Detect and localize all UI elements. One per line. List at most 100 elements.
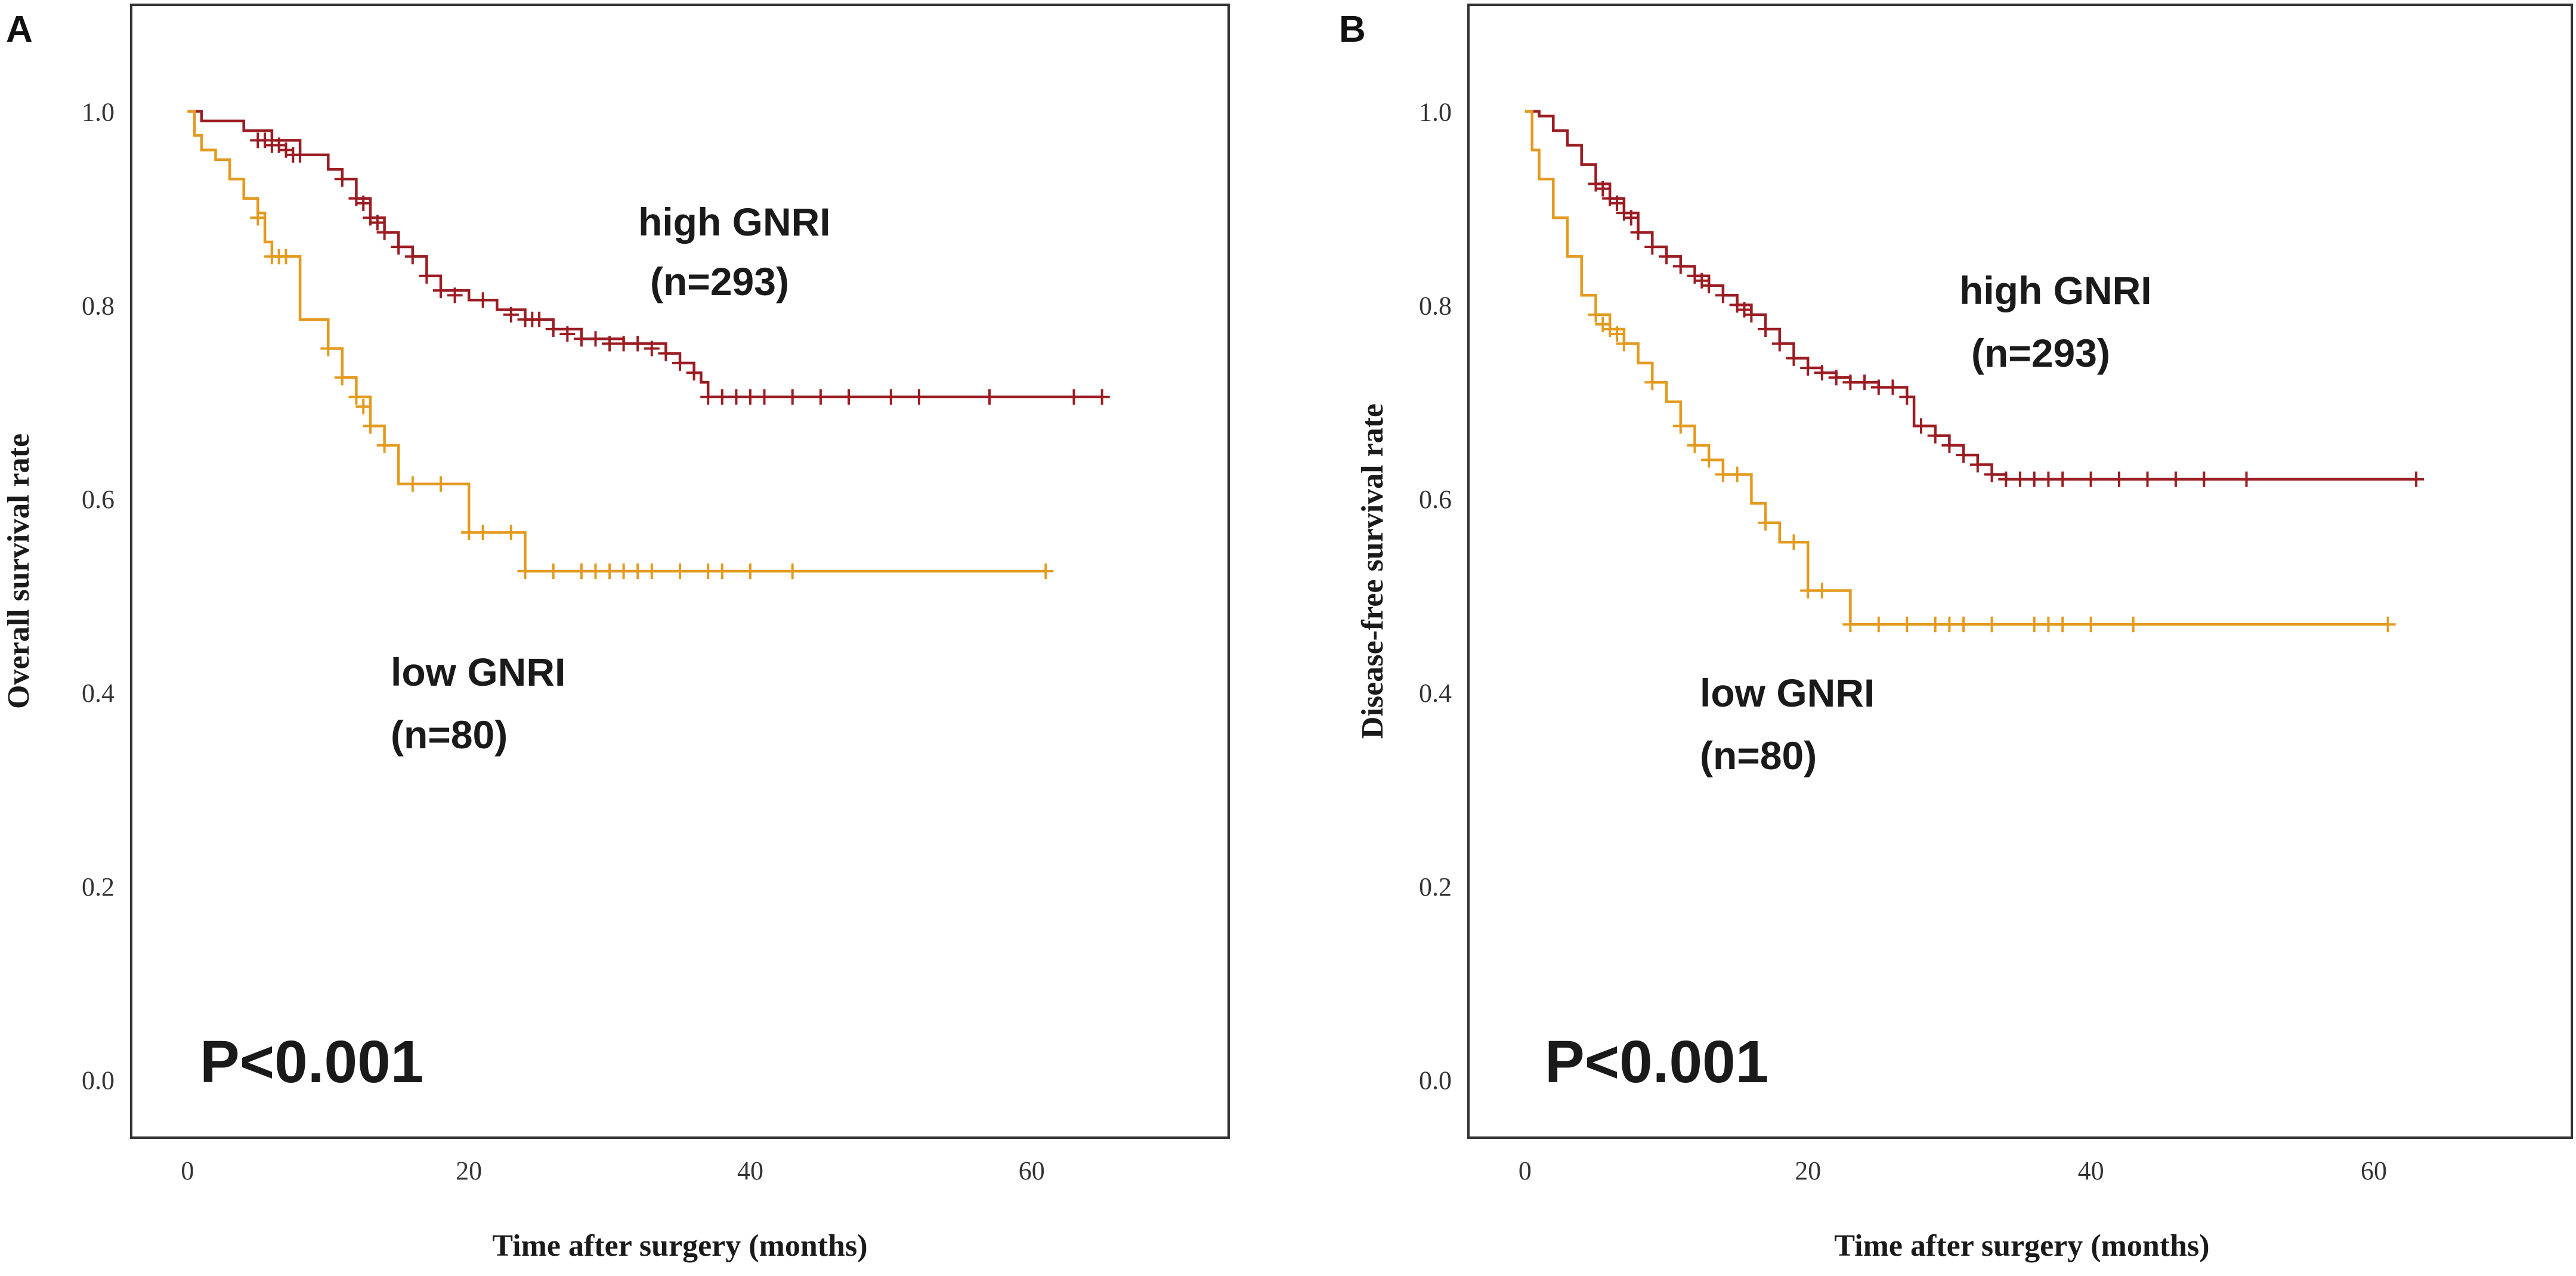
high-censor-mark-b-39 <box>2083 471 2099 487</box>
high-censor-mark-b-33 <box>1984 466 2000 482</box>
high-gnri-n-b: (n=293) <box>1971 331 2110 375</box>
high-censor-mark-a-43 <box>911 389 927 405</box>
high-gnri-n-a: (n=293) <box>650 259 789 303</box>
low-censor-mark-b-18 <box>1927 617 1943 633</box>
high-censor-mark-a-36 <box>728 389 744 405</box>
low-censor-mark-b-9 <box>1715 466 1731 482</box>
low-censor-mark-b-24 <box>2055 617 2071 633</box>
high-censor-mark-a-33 <box>686 365 702 381</box>
y-tick-label-a-5: 1.0 <box>82 98 115 127</box>
low-censor-mark-a-11 <box>433 476 449 492</box>
high-censor-mark-b-3 <box>1609 195 1625 211</box>
high-censor-mark-b-44 <box>2238 471 2255 487</box>
low-censor-mark-b-25 <box>2083 617 2099 633</box>
low-censor-mark-b-5 <box>1644 374 1660 391</box>
low-censor-mark-a-18 <box>587 563 604 579</box>
low-censor-mark-a-25 <box>714 563 730 579</box>
y-axis-label-b: Disease-free survival rate <box>1356 404 1390 739</box>
y-tick-label-b-0: 0.0 <box>1419 1066 1452 1095</box>
y-tick-label-b-5: 1.0 <box>1419 98 1452 127</box>
high-censor-mark-b-31 <box>1956 447 1972 463</box>
p-value-b: P<0.001 <box>1545 1029 1768 1095</box>
low-censor-mark-a-15 <box>517 563 533 579</box>
low-gnri-curve-b <box>1524 110 2388 626</box>
low-censor-mark-a-17 <box>573 563 589 579</box>
low-gnri-curve-a <box>187 110 1046 573</box>
high-censor-mark-a-6 <box>292 147 308 163</box>
x-tick-label-a-2: 40 <box>737 1156 763 1185</box>
low-censor-mark-a-8 <box>363 418 378 434</box>
high-censor-mark-a-26 <box>587 331 604 347</box>
high-censor-mark-a-7 <box>334 171 350 187</box>
high-censor-mark-b-17 <box>1758 321 1774 337</box>
high-censor-mark-a-28 <box>616 336 632 352</box>
p-value-a: P<0.001 <box>200 1029 423 1095</box>
high-censor-mark-b-22 <box>1828 370 1844 386</box>
high-censor-mark-a-15 <box>419 268 435 284</box>
low-gnri-n-b: (n=80) <box>1700 733 1817 778</box>
low-censor-mark-a-7 <box>355 398 372 414</box>
low-censor-mark-b-14 <box>1814 583 1830 599</box>
high-censor-mark-a-34 <box>700 389 716 405</box>
high-censor-mark-b-32 <box>1969 457 1986 473</box>
low-censor-mark-b-12 <box>1786 534 1802 550</box>
y-tick-label-b-3: 0.6 <box>1419 485 1452 514</box>
high-censor-mark-a-39 <box>784 389 800 405</box>
high-censor-mark-a-23 <box>545 321 561 337</box>
x-tick-label-b-0: 0 <box>1519 1156 1532 1185</box>
high-censor-mark-a-12 <box>376 224 392 240</box>
high-censor-mark-a-29 <box>630 336 646 352</box>
high-censor-mark-b-26 <box>1885 379 1901 395</box>
low-censor-mark-b-22 <box>2026 617 2042 633</box>
low-censor-mark-a-26 <box>742 563 758 579</box>
x-axis-ticks-b: 0 20 40 60 <box>1519 1156 2387 1185</box>
low-gnri-n-a: (n=80) <box>391 713 508 757</box>
low-censor-mark-a-27 <box>784 563 800 579</box>
high-censor-mark-a-41 <box>841 389 857 405</box>
low-censor-mark-a-6 <box>348 389 364 405</box>
low-censor-mark-b-17 <box>1899 617 1915 633</box>
low-censor-mark-b-11 <box>1758 515 1774 531</box>
high-censor-mark-b-21 <box>1814 365 1830 381</box>
low-censor-mark-b-13 <box>1800 583 1816 599</box>
low-censor-mark-a-0 <box>250 210 266 226</box>
y-tick-label-a-3: 0.6 <box>82 485 115 514</box>
high-censor-mark-b-1 <box>1595 181 1611 197</box>
high-censor-mark-a-13 <box>391 239 407 255</box>
low-gnri-label-b: low GNRI <box>1700 671 1875 715</box>
low-censor-mark-b-0 <box>1588 306 1604 323</box>
high-censor-mark-b-38 <box>2055 471 2071 487</box>
low-censor-mark-b-8 <box>1701 452 1717 468</box>
x-tick-label-a-0: 0 <box>181 1156 194 1185</box>
high-censor-mark-b-9 <box>1672 258 1689 274</box>
high-censor-mark-a-31 <box>658 345 674 361</box>
low-censor-mark-a-28 <box>1038 563 1054 579</box>
x-tick-label-a-3: 60 <box>1019 1156 1045 1185</box>
low-censor-mark-a-21 <box>630 563 646 579</box>
high-censor-mark-b-5 <box>1623 210 1639 226</box>
x-tick-label-a-1: 20 <box>456 1156 482 1185</box>
low-censor-mark-b-23 <box>2040 617 2057 633</box>
high-censor-mark-a-27 <box>602 336 618 352</box>
low-censor-mark-b-20 <box>1956 617 1972 633</box>
high-censor-mark-b-13 <box>1715 287 1731 303</box>
low-censor-mark-b-16 <box>1870 617 1887 633</box>
low-censor-mark-a-4 <box>320 340 336 357</box>
high-censor-mark-a-14 <box>404 249 420 265</box>
y-axis-ticks-a: 0.0 0.2 0.4 0.6 0.8 1.0 <box>82 98 115 1095</box>
high-censor-mark-a-19 <box>503 306 519 323</box>
low-censor-mark-a-9 <box>376 437 392 453</box>
high-censor-mark-a-40 <box>812 389 828 405</box>
y-tick-label-a-0: 0.0 <box>82 1066 115 1095</box>
high-censor-mark-a-18 <box>475 292 491 308</box>
y-tick-label-a-2: 0.4 <box>82 679 115 708</box>
x-tick-label-b-2: 40 <box>2078 1156 2104 1185</box>
low-censor-mark-b-6 <box>1672 418 1689 434</box>
low-gnri-label-a: low GNRI <box>391 650 565 694</box>
high-censor-mark-b-36 <box>2026 471 2042 487</box>
low-censor-mark-a-24 <box>700 563 716 579</box>
high-censor-mark-b-16 <box>1743 306 1759 323</box>
y-axis-ticks-b: 0.0 0.2 0.4 0.6 0.8 1.0 <box>1419 98 1452 1095</box>
